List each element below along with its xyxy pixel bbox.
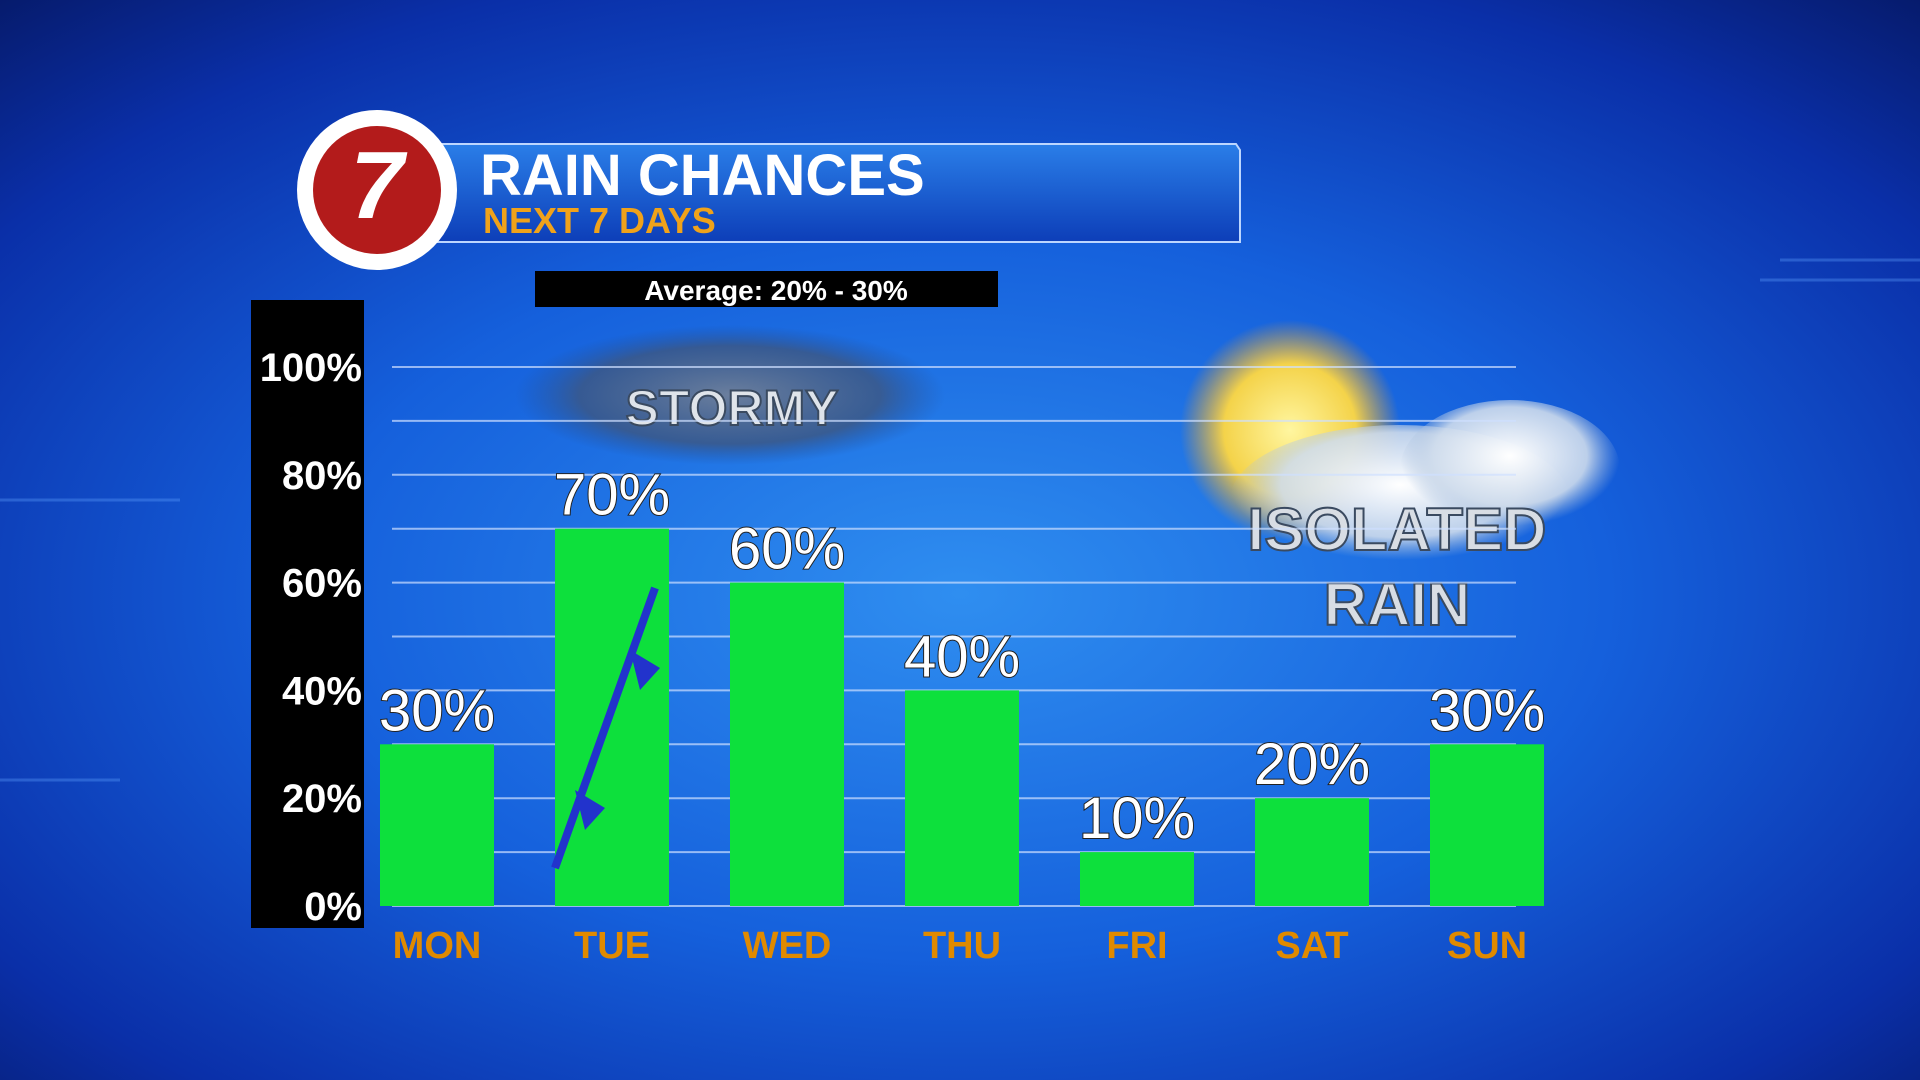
value-label: 60% <box>729 517 845 582</box>
value-label: 70% <box>554 463 670 528</box>
x-tick-label: WED <box>743 925 832 967</box>
cold-front <box>551 586 660 870</box>
y-tick-label: 60% <box>282 562 362 606</box>
y-tick-label: 100% <box>260 346 362 390</box>
bar <box>1255 798 1369 906</box>
x-tick-label: MON <box>393 925 482 967</box>
y-tick-label: 40% <box>282 669 362 713</box>
y-tick-label: 20% <box>282 777 362 821</box>
stormy-label: STORMY <box>626 380 839 436</box>
bar <box>380 744 494 906</box>
chart-subtitle: NEXT 7 DAYS <box>483 200 716 241</box>
decor-lines <box>0 258 1920 782</box>
average-box <box>535 271 998 307</box>
bar <box>1430 744 1544 906</box>
value-label: 40% <box>904 624 1020 689</box>
average-note: Average: 20% - 30% <box>644 275 908 306</box>
y-tick-label: 0% <box>304 885 362 929</box>
x-tick-label: FRI <box>1106 925 1167 967</box>
bar <box>905 690 1019 906</box>
y-axis-panel <box>251 300 364 928</box>
storm-cloud <box>515 325 945 465</box>
x-tick-label: THU <box>923 925 1001 967</box>
value-label: 20% <box>1254 732 1370 797</box>
logo-disc <box>313 126 441 254</box>
x-tick-label: TUE <box>574 925 650 967</box>
isolated-rain-label: RAIN <box>1324 571 1471 638</box>
y-tick-label: 80% <box>282 454 362 498</box>
x-tick-label: SAT <box>1275 925 1348 967</box>
bar <box>730 582 844 906</box>
value-label: 30% <box>1429 678 1545 743</box>
bar <box>1080 852 1194 906</box>
chart-title: RAIN CHANCES <box>480 143 925 208</box>
cloud <box>1230 400 1620 575</box>
x-tick-label: SUN <box>1447 925 1527 967</box>
logo-text: 7 <box>350 132 408 239</box>
value-label: 30% <box>379 678 495 743</box>
value-label: 10% <box>1079 786 1195 851</box>
